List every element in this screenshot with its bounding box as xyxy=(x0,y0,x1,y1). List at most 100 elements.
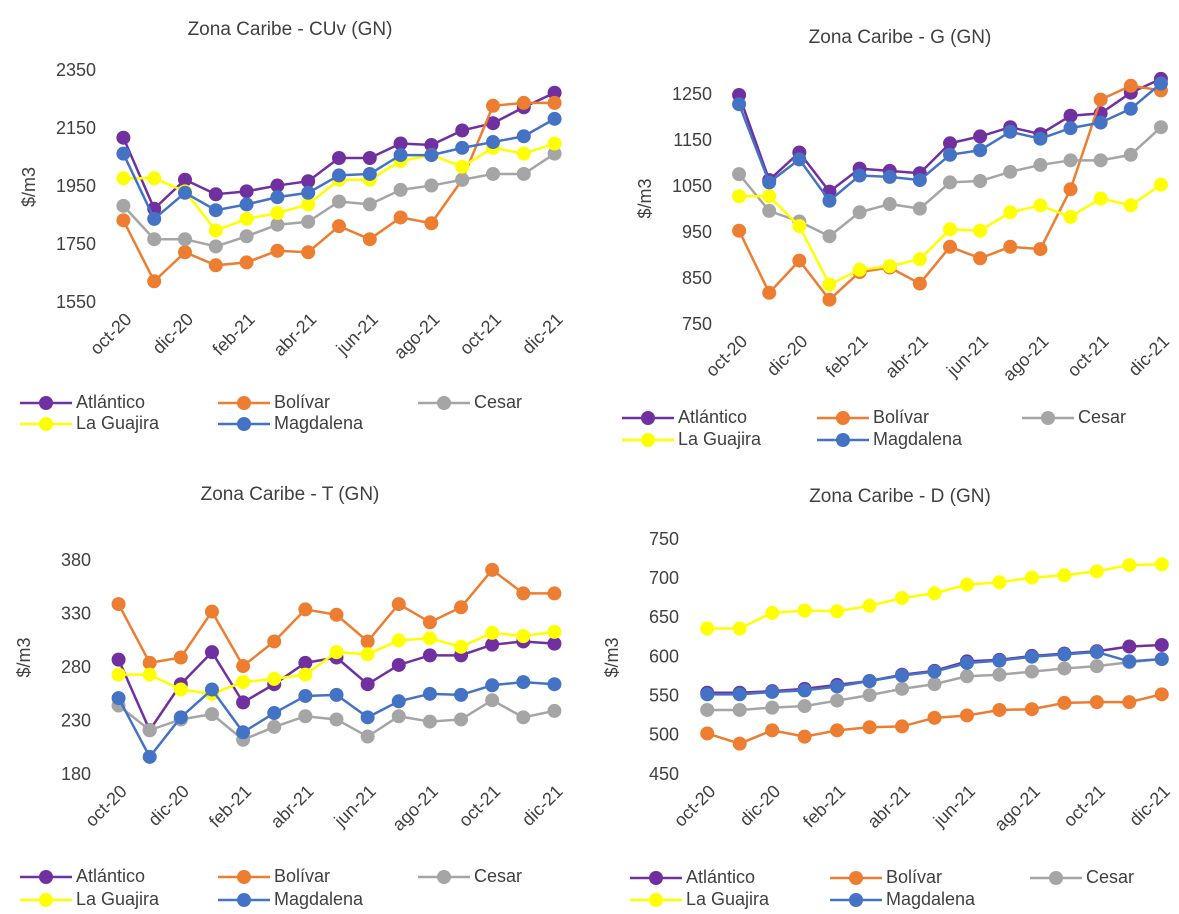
chart-title: Zona Caribe - T (GN) xyxy=(201,484,380,505)
data-point xyxy=(882,259,897,274)
data-point xyxy=(236,725,251,740)
data-point xyxy=(391,657,406,672)
data-point xyxy=(1154,652,1169,667)
data-point xyxy=(208,203,223,218)
data-point xyxy=(973,143,988,158)
data-point xyxy=(486,98,500,113)
y-tick-label: 750 xyxy=(682,314,712,334)
data-point xyxy=(792,219,807,234)
data-point xyxy=(547,586,562,601)
data-point xyxy=(765,700,780,715)
data-point xyxy=(1154,687,1169,702)
data-point xyxy=(239,197,254,212)
data-point xyxy=(239,211,254,226)
data-point xyxy=(882,197,897,212)
data-point xyxy=(111,691,126,706)
x-tick-label: dic-20 xyxy=(763,331,812,380)
data-point xyxy=(732,189,747,204)
data-point xyxy=(270,206,285,221)
data-point xyxy=(391,597,406,612)
data-point xyxy=(301,174,316,189)
y-tick-label: 330 xyxy=(61,604,91,624)
data-point xyxy=(862,674,877,688)
data-point xyxy=(792,152,807,167)
data-point xyxy=(455,140,470,155)
legend-marker xyxy=(641,433,655,447)
x-tick-label: feb-21 xyxy=(205,781,255,831)
data-point xyxy=(1024,702,1039,717)
data-point xyxy=(732,621,747,636)
legend-label: Cesar xyxy=(1078,407,1126,427)
legend-marker xyxy=(641,411,655,425)
y-tick-label: 1150 xyxy=(673,130,712,150)
data-point xyxy=(116,171,131,186)
data-point xyxy=(455,123,470,138)
data-point xyxy=(422,631,437,646)
data-point xyxy=(732,97,747,112)
data-point xyxy=(943,222,957,237)
y-tick-label: 750 xyxy=(649,529,679,549)
data-point xyxy=(895,668,910,683)
data-point xyxy=(547,624,562,639)
legend-label: Magdalena xyxy=(873,429,963,449)
data-point xyxy=(732,687,747,702)
data-point xyxy=(393,136,408,151)
data-point xyxy=(142,655,157,670)
data-point xyxy=(391,633,406,648)
x-tick-label: dic-20 xyxy=(736,781,785,830)
data-point xyxy=(1122,639,1137,654)
legend-label: Bolívar xyxy=(886,867,942,887)
data-point xyxy=(485,562,500,577)
data-point xyxy=(943,147,957,162)
legend-marker xyxy=(237,870,251,884)
data-point xyxy=(547,136,562,151)
x-tick-label: oct-21 xyxy=(1060,781,1110,831)
data-point xyxy=(455,172,470,187)
data-point xyxy=(992,702,1007,717)
data-point xyxy=(765,605,780,620)
y-tick-label: 2150 xyxy=(56,118,96,138)
data-point xyxy=(1063,108,1078,123)
data-point xyxy=(236,675,251,690)
legend-label: Magdalena xyxy=(274,889,364,909)
x-tick-label: ago-21 xyxy=(999,331,1053,385)
x-tick-label: abr-21 xyxy=(863,781,914,832)
data-point xyxy=(1033,131,1048,146)
data-point xyxy=(236,695,251,710)
y-tick-label: 2350 xyxy=(56,60,96,80)
data-point xyxy=(830,679,845,694)
data-point xyxy=(301,245,316,260)
data-point xyxy=(1057,695,1072,710)
legend-label: Atlántico xyxy=(686,867,755,887)
data-point xyxy=(895,590,910,605)
data-point xyxy=(516,586,531,601)
chart-title: Zona Caribe - G (GN) xyxy=(809,27,992,48)
data-point xyxy=(486,135,500,150)
data-point xyxy=(298,688,313,703)
data-point xyxy=(943,175,957,190)
legend-marker xyxy=(39,396,53,410)
data-point xyxy=(267,634,282,649)
data-point xyxy=(852,205,867,220)
data-point xyxy=(1154,637,1169,652)
data-point xyxy=(895,681,910,696)
data-point xyxy=(298,655,313,670)
data-point xyxy=(1123,101,1138,116)
data-point xyxy=(422,648,437,663)
data-point xyxy=(1003,124,1018,139)
data-point xyxy=(486,116,500,131)
data-point xyxy=(1063,182,1078,197)
data-point xyxy=(111,597,126,612)
data-point xyxy=(116,130,131,145)
data-point xyxy=(1093,115,1108,130)
data-point xyxy=(973,129,988,144)
data-point xyxy=(329,607,344,622)
x-tick-label: oct-21 xyxy=(1063,331,1113,381)
data-point xyxy=(830,604,845,619)
data-point xyxy=(301,197,316,212)
data-point xyxy=(111,667,126,682)
data-point xyxy=(547,636,562,651)
data-point xyxy=(912,252,927,267)
data-point xyxy=(360,634,375,649)
